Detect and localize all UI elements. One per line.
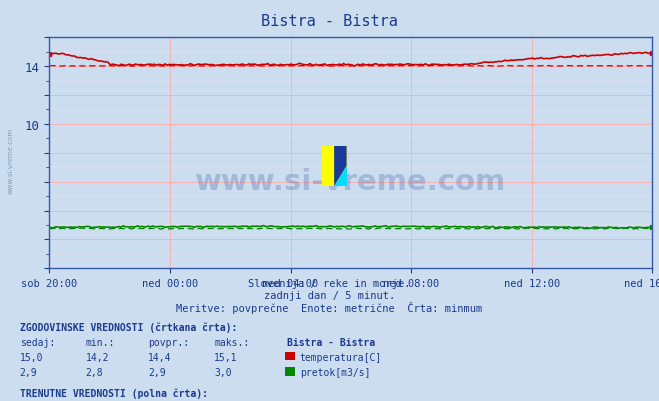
Text: 3,0: 3,0 (214, 367, 232, 377)
Text: pretok[m3/s]: pretok[m3/s] (300, 367, 370, 377)
Text: min.:: min.: (86, 337, 115, 347)
Polygon shape (334, 166, 347, 186)
Text: 15,0: 15,0 (20, 352, 43, 362)
Text: www.si-vreme.com: www.si-vreme.com (8, 128, 14, 193)
Text: sedaj:: sedaj: (20, 337, 55, 347)
Text: www.si-vreme.com: www.si-vreme.com (195, 167, 507, 195)
Text: 2,9: 2,9 (20, 367, 38, 377)
Text: Slovenija / reke in morje.: Slovenija / reke in morje. (248, 279, 411, 289)
Text: zadnji dan / 5 minut.: zadnji dan / 5 minut. (264, 290, 395, 300)
Text: 14,4: 14,4 (148, 352, 172, 362)
Text: TRENUTNE VREDNOSTI (polna črta):: TRENUTNE VREDNOSTI (polna črta): (20, 387, 208, 398)
Text: Bistra - Bistra: Bistra - Bistra (261, 14, 398, 29)
Polygon shape (334, 146, 347, 186)
Text: povpr.:: povpr.: (148, 337, 189, 347)
Text: temperatura[C]: temperatura[C] (300, 352, 382, 362)
Text: 2,8: 2,8 (86, 367, 103, 377)
Text: 14,2: 14,2 (86, 352, 109, 362)
Text: maks.:: maks.: (214, 337, 249, 347)
Text: ZGODOVINSKE VREDNOSTI (črtkana črta):: ZGODOVINSKE VREDNOSTI (črtkana črta): (20, 322, 237, 332)
Text: Meritve: povprečne  Enote: metrične  Črta: minmum: Meritve: povprečne Enote: metrične Črta:… (177, 301, 482, 313)
Text: 2,9: 2,9 (148, 367, 166, 377)
Text: 15,1: 15,1 (214, 352, 238, 362)
Text: Bistra - Bistra: Bistra - Bistra (287, 337, 375, 347)
